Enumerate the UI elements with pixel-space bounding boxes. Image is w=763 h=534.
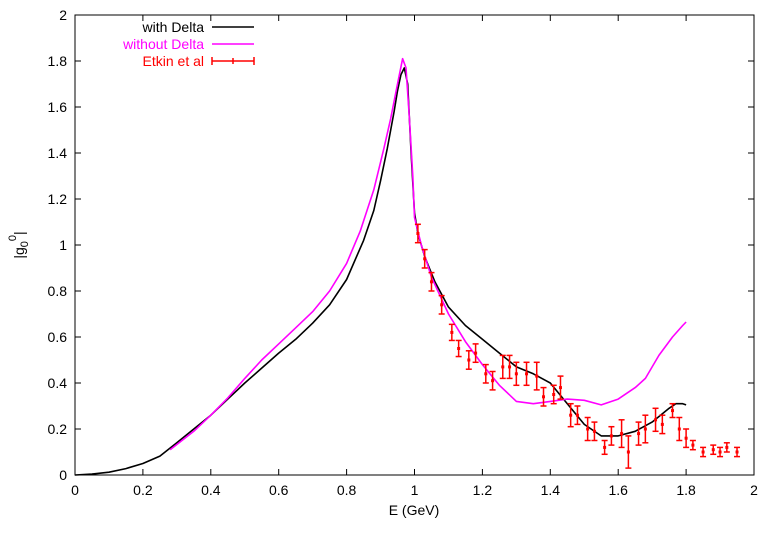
x-tick-label: 1.2 — [473, 482, 493, 498]
legend-swatch-2 — [211, 57, 255, 65]
x-tick-label: 1.4 — [541, 482, 561, 498]
data-point — [499, 354, 506, 380]
data-point — [414, 223, 421, 244]
x-tick-label: 1 — [411, 482, 419, 498]
data-point — [455, 339, 462, 358]
x-tick-label: 0 — [71, 482, 79, 498]
data-point — [438, 294, 445, 315]
y-axis-label-base: |g — [11, 247, 27, 258]
data-point — [635, 421, 642, 446]
data-point — [421, 248, 428, 269]
y-tick-label: 1.6 — [48, 99, 68, 115]
data-point — [700, 446, 707, 458]
legend-label-1: without Delta — [122, 36, 204, 52]
data-point — [717, 446, 724, 458]
data-point — [710, 444, 717, 456]
data-point — [659, 414, 666, 435]
data-point — [676, 416, 683, 442]
data-point — [506, 354, 513, 380]
axis-ticks: 0 0.2 0.4 0.6 0.8 1 1.2 1.4 1.6 1.8 2 0 0.2 0.4 0.6 0.8… — [48, 7, 759, 498]
x-tick-label: 0.6 — [269, 482, 289, 498]
data-point — [618, 419, 625, 449]
y-tick-label: 0.6 — [48, 329, 68, 345]
x-tick-label: 0.4 — [201, 482, 221, 498]
data-point — [533, 361, 540, 391]
legend-label-2: Etkin et al — [143, 53, 204, 69]
y-tick-label: 0.4 — [48, 375, 68, 391]
x-tick-label: 0.8 — [337, 482, 357, 498]
series-layer — [74, 57, 741, 476]
x-tick-label: 1.6 — [608, 482, 628, 498]
data-point — [448, 323, 455, 342]
plot-frame — [74, 14, 755, 476]
y-tick-label: 1.2 — [48, 191, 68, 207]
data-point — [642, 414, 649, 444]
y-tick-label: 0.2 — [48, 421, 68, 437]
y-axis-label-sup: 0 — [7, 235, 19, 241]
y-tick-label: 0 — [59, 467, 67, 483]
data-point — [550, 384, 557, 405]
data-point — [540, 386, 547, 407]
data-point — [584, 416, 591, 442]
y-axis-label-end: | — [11, 231, 27, 235]
data-point — [513, 361, 520, 387]
series-line-0 — [74, 67, 687, 476]
y-tick-label: 1 — [59, 237, 67, 253]
y-tick-label: 1.4 — [48, 145, 68, 161]
data-point — [482, 363, 489, 384]
data-point — [608, 425, 615, 446]
x-tick-label: 1.8 — [676, 482, 696, 498]
data-point — [472, 343, 479, 364]
data-point — [523, 361, 530, 387]
data-point — [625, 435, 632, 469]
y-tick-label: 0.8 — [48, 283, 68, 299]
data-point — [465, 350, 472, 370]
data-point — [734, 446, 741, 458]
legend-label-0: with Delta — [142, 19, 205, 35]
data-point — [652, 407, 659, 433]
x-tick-label: 2 — [750, 482, 758, 498]
data-point — [591, 421, 598, 442]
y-tick-label: 2 — [59, 7, 67, 23]
data-point — [669, 402, 676, 419]
series-line-1 — [169, 57, 687, 451]
data-point — [574, 405, 581, 426]
data-point — [489, 370, 496, 391]
data-point — [428, 271, 435, 292]
data-point — [601, 439, 608, 456]
data-point — [723, 442, 730, 453]
x-tick-label: 0.2 — [133, 482, 153, 498]
x-axis-label: E (GeV) — [389, 502, 440, 518]
y-axis-label-sub: 0 — [19, 241, 31, 247]
y-axis-label: |g00| — [7, 231, 31, 258]
data-point — [689, 439, 696, 451]
y-tick-label: 1.8 — [48, 53, 68, 69]
data-point — [567, 402, 574, 428]
data-point — [683, 428, 690, 449]
data-point — [557, 375, 564, 400]
